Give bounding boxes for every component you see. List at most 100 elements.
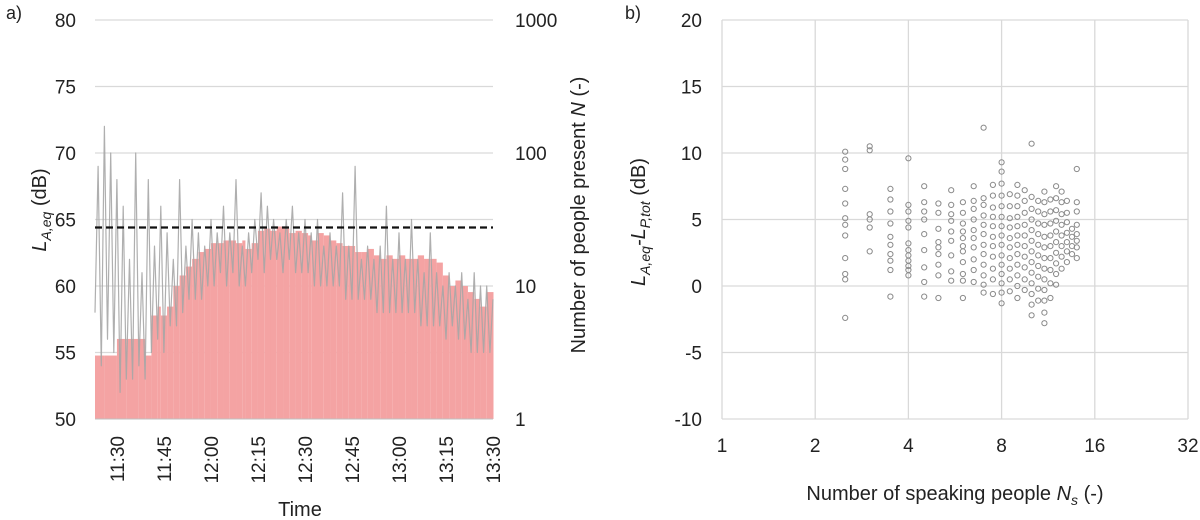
people-bar bbox=[198, 252, 205, 419]
scatter-point bbox=[1068, 225, 1076, 232]
panel-a-x-tick-label: 13:15 bbox=[437, 436, 458, 484]
panel-a-label: a) bbox=[6, 3, 22, 23]
scatter-point bbox=[1035, 241, 1042, 248]
panel-a-x-tick-label: 13:00 bbox=[390, 436, 411, 484]
laeq-unit: (dB) bbox=[29, 168, 51, 211]
scatter-point bbox=[970, 227, 977, 234]
scatter-point bbox=[1035, 220, 1042, 227]
scatter-point bbox=[921, 208, 928, 215]
scatter-point bbox=[980, 201, 987, 208]
panel-b-y-tick-label: 5 bbox=[691, 211, 702, 232]
scatter-point bbox=[959, 199, 967, 206]
scatter-point bbox=[948, 268, 955, 275]
people-symbol: N bbox=[568, 102, 590, 117]
scatter-point bbox=[959, 277, 967, 284]
people-bar bbox=[289, 233, 296, 419]
panel-a-left-tick-label: 60 bbox=[55, 277, 76, 298]
scatter-point bbox=[1047, 266, 1054, 274]
scatter-point bbox=[1041, 233, 1048, 240]
scatter-point bbox=[1073, 208, 1080, 215]
scatter-point bbox=[842, 314, 849, 321]
scatter-point bbox=[959, 294, 967, 302]
scatter-point bbox=[998, 192, 1005, 199]
scatter-point bbox=[1047, 255, 1054, 262]
scatter-point bbox=[1041, 286, 1048, 294]
panel-b-label: b) bbox=[625, 3, 641, 23]
panel-a-left-tick-label: 65 bbox=[55, 211, 76, 232]
scatter-point bbox=[1047, 232, 1054, 239]
scatter-point bbox=[1021, 243, 1028, 250]
scatter-point bbox=[1014, 272, 1021, 279]
scatter-point bbox=[1058, 243, 1065, 250]
panel-a-right-tick-label: 100 bbox=[515, 144, 547, 165]
scatter-point bbox=[1021, 253, 1028, 260]
scatter-point bbox=[1058, 221, 1065, 228]
panel-a-right-y-ticks: 1 10 100 1000 bbox=[515, 11, 557, 431]
scatter-point bbox=[905, 247, 912, 254]
scatter-point bbox=[980, 272, 987, 279]
scatter-point bbox=[1068, 233, 1076, 240]
people-bar bbox=[145, 355, 152, 419]
scatter-point bbox=[842, 148, 849, 155]
scatter-point bbox=[998, 203, 1005, 210]
scatter-point bbox=[998, 241, 1005, 248]
scatter-point bbox=[887, 266, 894, 274]
scatter-point bbox=[1021, 209, 1028, 216]
scatter-point bbox=[970, 244, 977, 251]
people-bar bbox=[160, 315, 168, 419]
scatter-point bbox=[921, 247, 928, 254]
scatter-point bbox=[1028, 227, 1035, 234]
scatter-point bbox=[1028, 259, 1035, 266]
scatter-point bbox=[1073, 237, 1080, 244]
scatter-point bbox=[842, 221, 849, 228]
scatter-point bbox=[1028, 216, 1035, 223]
scatter-point bbox=[1041, 276, 1048, 283]
scatter-point bbox=[887, 196, 894, 203]
scatter-point bbox=[1041, 320, 1048, 327]
scatter-point bbox=[989, 276, 997, 283]
panel-a-right-tick-label: 1 bbox=[515, 410, 526, 431]
scatter-point bbox=[1053, 260, 1060, 267]
scatter-point bbox=[1028, 237, 1035, 244]
panel-b-y-tick-label: 10 bbox=[681, 144, 702, 165]
people-bar bbox=[361, 252, 368, 419]
scatter-point bbox=[980, 261, 987, 268]
scatter-point bbox=[1014, 232, 1021, 239]
scatter-point bbox=[998, 159, 1005, 166]
scatter-point bbox=[1028, 205, 1035, 212]
scatter-point bbox=[998, 213, 1005, 220]
scatter-point bbox=[887, 220, 894, 227]
people-bar bbox=[386, 255, 393, 419]
people-bar bbox=[210, 243, 218, 419]
people-bar bbox=[204, 248, 211, 419]
laeq-symbol: L bbox=[29, 241, 51, 252]
scatter-point bbox=[980, 251, 987, 258]
scatter-point bbox=[959, 235, 967, 242]
scatter-point bbox=[1014, 294, 1021, 302]
scatter-point bbox=[887, 241, 894, 248]
scatter-point bbox=[921, 216, 928, 223]
diff-symbol-1: L bbox=[628, 275, 650, 286]
scatter-point bbox=[1035, 297, 1042, 304]
scatter-point bbox=[948, 187, 955, 194]
scatter-point bbox=[948, 201, 955, 208]
scatter-point bbox=[1053, 239, 1060, 246]
scatter-point bbox=[905, 217, 912, 224]
people-bar bbox=[392, 258, 399, 419]
scatter-point bbox=[1063, 259, 1071, 266]
scatter-point bbox=[1053, 270, 1060, 278]
scatter-point bbox=[989, 181, 997, 188]
scatter-point bbox=[905, 240, 912, 247]
scatter-point bbox=[842, 156, 849, 163]
scatter-point bbox=[1014, 192, 1021, 199]
scatter-point bbox=[1041, 199, 1048, 206]
people-bar bbox=[301, 233, 309, 419]
scatter-point bbox=[980, 212, 987, 219]
scatter-point bbox=[921, 199, 928, 206]
people-bar bbox=[323, 235, 331, 419]
people-bar bbox=[348, 245, 356, 419]
scatter-point bbox=[1073, 244, 1080, 251]
ns-subscript: s bbox=[1071, 492, 1078, 508]
scatter-point bbox=[1006, 288, 1013, 295]
scatter-point bbox=[1053, 249, 1060, 256]
